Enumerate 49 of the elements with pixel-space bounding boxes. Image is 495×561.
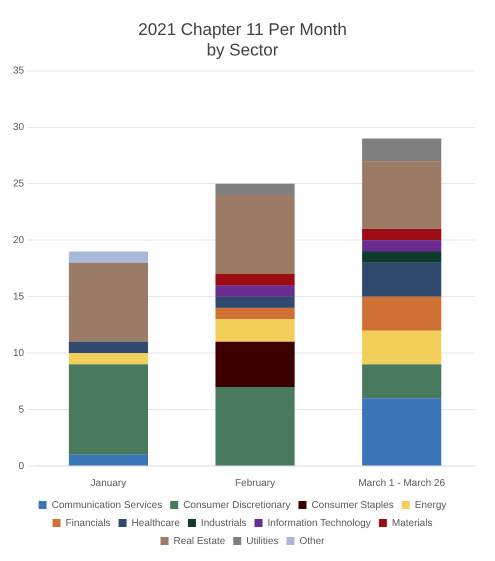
y-tick-label: 5 xyxy=(18,404,25,416)
bar xyxy=(215,274,295,286)
x-tick-label: January xyxy=(90,478,126,489)
legend-label: Healthcare xyxy=(132,518,180,529)
bar xyxy=(68,342,148,354)
bar xyxy=(215,296,295,308)
legend-label: Energy xyxy=(414,500,446,511)
legend-label: Materials xyxy=(392,518,432,529)
bar xyxy=(215,285,295,297)
legend-label: Communication Services xyxy=(52,500,162,511)
y-tick-label: 0 xyxy=(18,460,25,472)
bar xyxy=(362,262,442,297)
bar xyxy=(68,364,148,455)
y-tick-label: 35 xyxy=(13,66,25,77)
bar xyxy=(68,251,148,263)
bar xyxy=(215,319,295,342)
bar xyxy=(362,330,442,364)
bar xyxy=(362,398,442,466)
legend-label: Information Technology xyxy=(268,518,371,529)
bar xyxy=(362,240,442,252)
y-tick-label: 20 xyxy=(13,234,25,246)
bar xyxy=(68,454,148,466)
legend-label: Industrials xyxy=(200,518,246,529)
legend-label: Other xyxy=(299,536,326,547)
y-tick-label: 15 xyxy=(13,291,25,302)
legend-label: Real Estate xyxy=(174,536,226,547)
bar xyxy=(362,228,442,240)
bar xyxy=(68,353,148,364)
chart-title: 2021 Chapter 11 Per Month by Sector xyxy=(138,20,347,60)
bar xyxy=(215,184,295,196)
y-tick-label: 25 xyxy=(13,178,25,190)
bar xyxy=(362,138,442,162)
bar xyxy=(68,262,148,342)
y-tick-label: 30 xyxy=(13,122,25,134)
legend-label: Financials xyxy=(66,518,111,529)
bar xyxy=(362,296,442,331)
bar xyxy=(215,195,295,274)
bar xyxy=(362,161,442,229)
bar xyxy=(215,308,295,320)
legend-label: Consumer Discretionary xyxy=(183,500,290,511)
bar xyxy=(362,251,442,263)
bar xyxy=(362,364,442,398)
bar xyxy=(215,386,295,466)
legend-label: Consumer Staples xyxy=(311,500,394,511)
y-tick-label: 10 xyxy=(13,348,25,359)
legend-label: Utilities xyxy=(246,536,278,547)
x-tick-label: February xyxy=(235,478,276,489)
x-tick-label: March 1 - March 26 xyxy=(358,478,446,489)
bar xyxy=(215,342,295,387)
